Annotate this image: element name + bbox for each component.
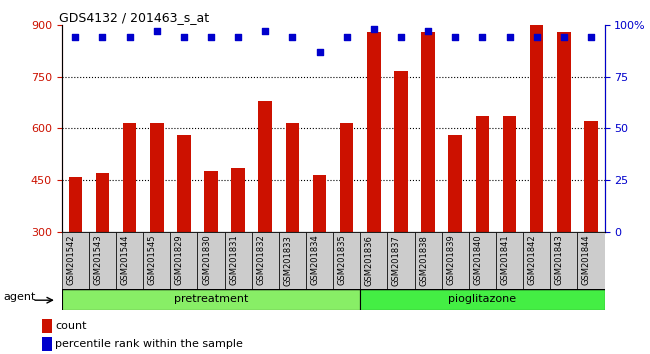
Bar: [42, 337, 51, 351]
Bar: [502, 116, 516, 336]
Bar: [96, 173, 109, 336]
Bar: [62, 289, 360, 310]
Text: agent: agent: [3, 292, 36, 302]
Point: [586, 34, 596, 40]
Text: GSM201835: GSM201835: [338, 235, 346, 285]
Bar: [360, 289, 604, 310]
Bar: [577, 232, 605, 289]
Text: GSM201834: GSM201834: [311, 235, 320, 285]
Point: [532, 34, 542, 40]
Bar: [150, 123, 164, 336]
Point: [341, 34, 352, 40]
Bar: [550, 232, 577, 289]
Bar: [204, 171, 218, 336]
Bar: [333, 232, 360, 289]
Bar: [584, 121, 598, 336]
Point: [369, 26, 379, 32]
Text: GSM201545: GSM201545: [148, 235, 157, 285]
Bar: [367, 32, 381, 336]
Bar: [394, 72, 408, 336]
Text: GSM201840: GSM201840: [473, 235, 482, 285]
Point: [315, 49, 325, 55]
Text: count: count: [55, 321, 87, 331]
Text: GSM201836: GSM201836: [365, 235, 374, 286]
Bar: [279, 232, 306, 289]
Bar: [340, 123, 354, 336]
Text: GSM201839: GSM201839: [447, 235, 455, 285]
Text: GSM201543: GSM201543: [94, 235, 103, 285]
Point: [124, 34, 135, 40]
Text: GSM201830: GSM201830: [202, 235, 211, 285]
Bar: [225, 232, 252, 289]
Bar: [170, 232, 198, 289]
Bar: [360, 232, 387, 289]
Point: [70, 34, 81, 40]
Bar: [177, 135, 190, 336]
Bar: [68, 177, 82, 336]
Text: GSM201833: GSM201833: [283, 235, 292, 286]
Bar: [89, 232, 116, 289]
Text: GSM201842: GSM201842: [528, 235, 537, 285]
Text: pretreatment: pretreatment: [174, 294, 248, 304]
Text: GSM201843: GSM201843: [555, 235, 564, 285]
Bar: [523, 232, 551, 289]
Bar: [448, 135, 462, 336]
Bar: [231, 168, 245, 336]
Bar: [421, 32, 435, 336]
Text: GSM201831: GSM201831: [229, 235, 238, 285]
Bar: [415, 232, 442, 289]
Bar: [442, 232, 469, 289]
Text: GSM201838: GSM201838: [419, 235, 428, 286]
Text: GSM201544: GSM201544: [121, 235, 129, 285]
Point: [477, 34, 488, 40]
Bar: [469, 232, 496, 289]
Bar: [143, 232, 170, 289]
Point: [423, 28, 434, 34]
Bar: [387, 232, 415, 289]
Bar: [252, 232, 279, 289]
Text: percentile rank within the sample: percentile rank within the sample: [55, 339, 243, 349]
Bar: [496, 232, 523, 289]
Point: [260, 28, 270, 34]
Text: GDS4132 / 201463_s_at: GDS4132 / 201463_s_at: [59, 11, 209, 24]
Point: [287, 34, 298, 40]
Bar: [198, 232, 225, 289]
Text: GSM201837: GSM201837: [392, 235, 401, 286]
Point: [98, 34, 108, 40]
Point: [206, 34, 216, 40]
Bar: [116, 232, 143, 289]
Point: [396, 34, 406, 40]
Text: GSM201844: GSM201844: [582, 235, 591, 285]
Bar: [285, 123, 299, 336]
Point: [179, 34, 189, 40]
Text: GSM201829: GSM201829: [175, 235, 184, 285]
Bar: [306, 232, 333, 289]
Text: GSM201542: GSM201542: [66, 235, 75, 285]
Point: [450, 34, 460, 40]
Bar: [313, 175, 326, 336]
Bar: [557, 32, 571, 336]
Text: GSM201832: GSM201832: [256, 235, 265, 285]
Point: [558, 34, 569, 40]
Text: pioglitazone: pioglitazone: [448, 294, 517, 304]
Point: [233, 34, 243, 40]
Bar: [259, 101, 272, 336]
Point: [504, 34, 515, 40]
Point: [151, 28, 162, 34]
Text: GSM201841: GSM201841: [500, 235, 510, 285]
Bar: [62, 232, 89, 289]
Bar: [123, 123, 136, 336]
Bar: [42, 319, 51, 333]
Bar: [476, 116, 489, 336]
Bar: [530, 25, 543, 336]
